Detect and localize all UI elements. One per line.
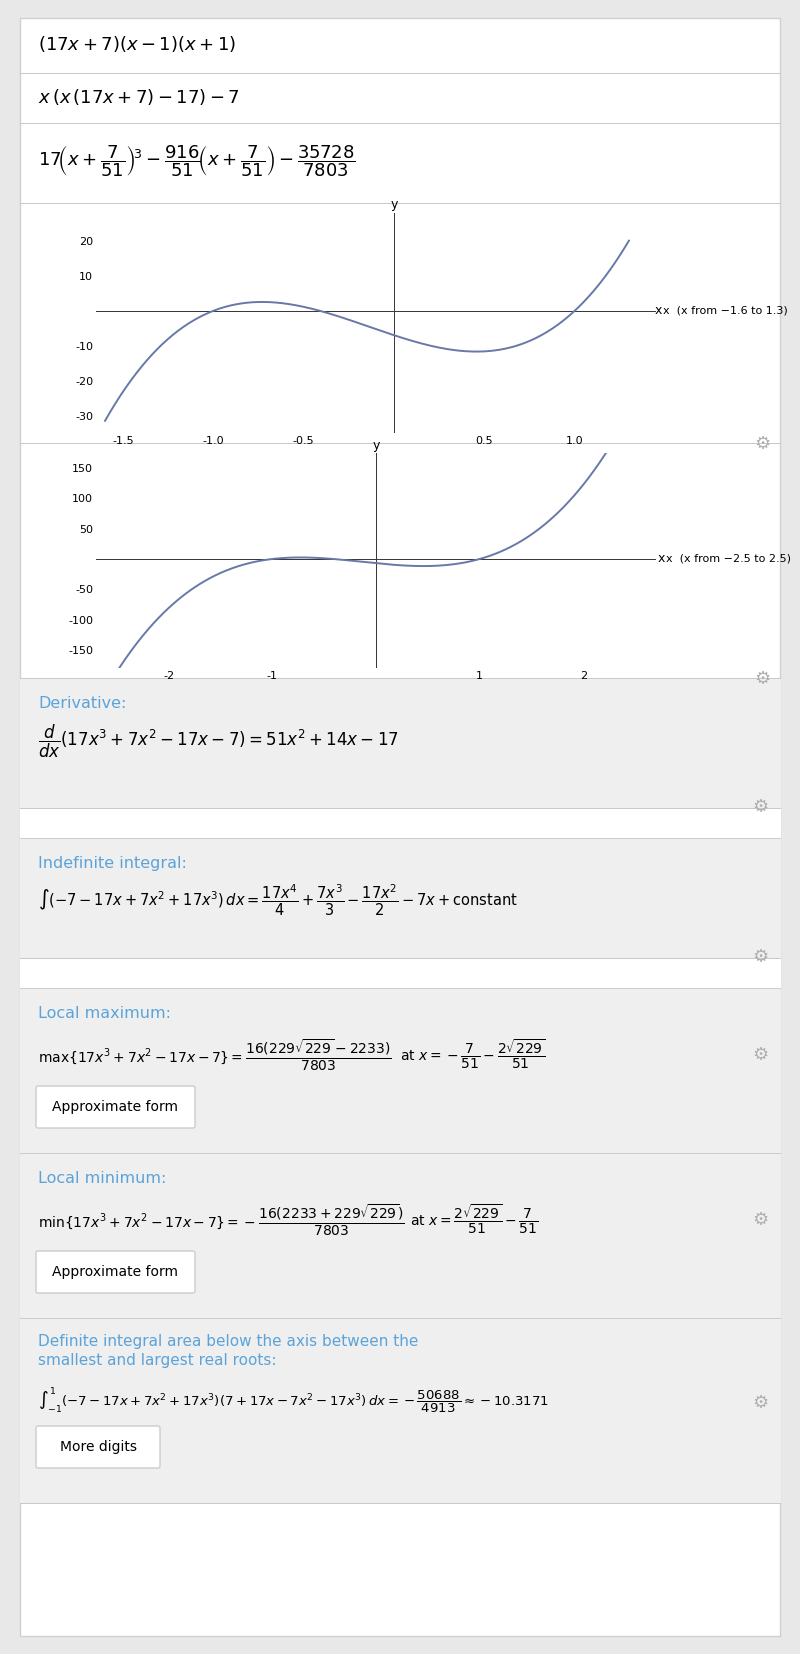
Text: y: y: [372, 440, 380, 453]
Text: ⚙: ⚙: [752, 1394, 768, 1413]
Text: x: x: [654, 304, 662, 318]
Bar: [20, 1153, 780, 1318]
Text: smallest and largest real roots:: smallest and largest real roots:: [38, 1353, 277, 1368]
Text: Indefinite integral:: Indefinite integral:: [38, 857, 187, 872]
Text: ⚙: ⚙: [752, 948, 768, 966]
FancyBboxPatch shape: [36, 1087, 195, 1128]
Text: x  (x from −1.6 to 1.3): x (x from −1.6 to 1.3): [656, 306, 788, 316]
Bar: [20, 987, 780, 1153]
FancyBboxPatch shape: [36, 1250, 195, 1293]
Text: $17\!\left(x+\dfrac{7}{51}\right)^{\!3} - \dfrac{916}{51}\!\left(x+\dfrac{7}{51}: $17\!\left(x+\dfrac{7}{51}\right)^{\!3} …: [38, 142, 355, 179]
Text: Definite integral area below the axis between the: Definite integral area below the axis be…: [38, 1335, 418, 1350]
Text: x: x: [658, 552, 666, 566]
Bar: [20, 1318, 780, 1503]
Text: $(17x + 7)(x - 1)(x + 1)$: $(17x + 7)(x - 1)(x + 1)$: [38, 35, 236, 55]
Text: ⚙: ⚙: [752, 1045, 768, 1064]
Text: x  (x from −2.5 to 2.5): x (x from −2.5 to 2.5): [659, 554, 791, 564]
Text: ⚙: ⚙: [754, 435, 770, 453]
Text: $\mathrm{at}\ x = \dfrac{2\sqrt{229}}{51} - \dfrac{7}{51}$: $\mathrm{at}\ x = \dfrac{2\sqrt{229}}{51…: [410, 1202, 538, 1236]
Text: $x\,(x\,(17x + 7) - 17) - 7$: $x\,(x\,(17x + 7) - 17) - 7$: [38, 88, 240, 108]
Bar: [20, 809, 780, 839]
Text: More digits: More digits: [59, 1441, 137, 1454]
Text: Local minimum:: Local minimum:: [38, 1171, 166, 1186]
Text: Derivative:: Derivative:: [38, 696, 126, 711]
Text: Approximate form: Approximate form: [53, 1265, 178, 1279]
Text: Local maximum:: Local maximum:: [38, 1006, 171, 1021]
Text: Approximate form: Approximate form: [53, 1100, 178, 1115]
Text: $\int(-7 - 17x + 7x^2 + 17x^3)\,dx = \dfrac{17x^4}{4} + \dfrac{7x^3}{3} - \dfrac: $\int(-7 - 17x + 7x^2 + 17x^3)\,dx = \df…: [38, 883, 518, 918]
Text: $\mathrm{at}\ x = -\dfrac{7}{51} - \dfrac{2\sqrt{229}}{51}$: $\mathrm{at}\ x = -\dfrac{7}{51} - \dfra…: [400, 1039, 546, 1072]
Text: ⚙: ⚙: [754, 670, 770, 688]
FancyBboxPatch shape: [36, 1426, 160, 1469]
Text: y: y: [390, 198, 398, 212]
Bar: [20, 958, 780, 987]
Bar: [20, 678, 780, 809]
Text: ⚙: ⚙: [752, 1211, 768, 1229]
Bar: [20, 839, 780, 958]
Text: ⚙: ⚙: [752, 797, 768, 815]
Text: $\max\{17x^3+7x^2-17x-7\} = \dfrac{16(229\sqrt{229}-2233)}{7803}$: $\max\{17x^3+7x^2-17x-7\} = \dfrac{16(22…: [38, 1039, 392, 1073]
Text: $\min\{17x^3+7x^2-17x-7\} = -\dfrac{16(2233+229\sqrt{229})}{7803}$: $\min\{17x^3+7x^2-17x-7\} = -\dfrac{16(2…: [38, 1202, 405, 1239]
Text: $\dfrac{d}{dx}(17x^3 + 7x^2 - 17x - 7) = 51x^2 + 14x - 17$: $\dfrac{d}{dx}(17x^3 + 7x^2 - 17x - 7) =…: [38, 723, 398, 761]
Text: $\int_{-1}^{1}(-7-17x+7x^2+17x^3)(7+17x-7x^2-17x^3)\,dx = -\dfrac{50688}{4913} \: $\int_{-1}^{1}(-7-17x+7x^2+17x^3)(7+17x-…: [38, 1386, 549, 1416]
